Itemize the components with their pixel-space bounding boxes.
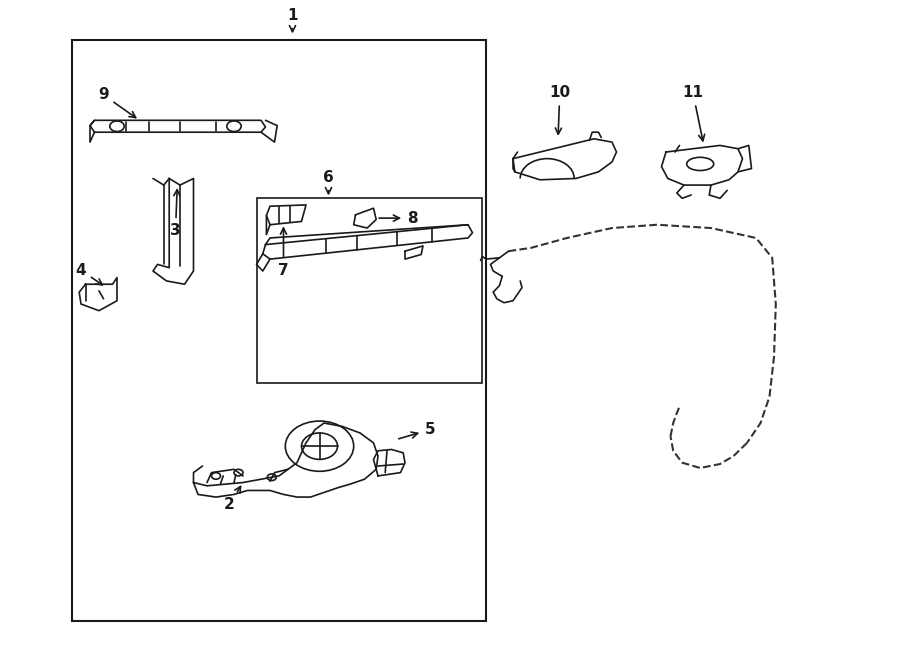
Bar	[72, 40, 486, 621]
Text: 3: 3	[170, 190, 181, 238]
Text: 5: 5	[399, 422, 436, 439]
Text: 2: 2	[224, 486, 240, 512]
Text: 10: 10	[549, 85, 571, 134]
Text: 4: 4	[76, 262, 103, 285]
Text: 1: 1	[287, 8, 298, 32]
Bar	[256, 198, 482, 383]
Text: 9: 9	[98, 87, 136, 118]
Text: 6: 6	[323, 170, 334, 194]
Text: 11: 11	[682, 85, 705, 141]
Text: 7: 7	[278, 228, 289, 278]
Text: 8: 8	[379, 211, 418, 225]
